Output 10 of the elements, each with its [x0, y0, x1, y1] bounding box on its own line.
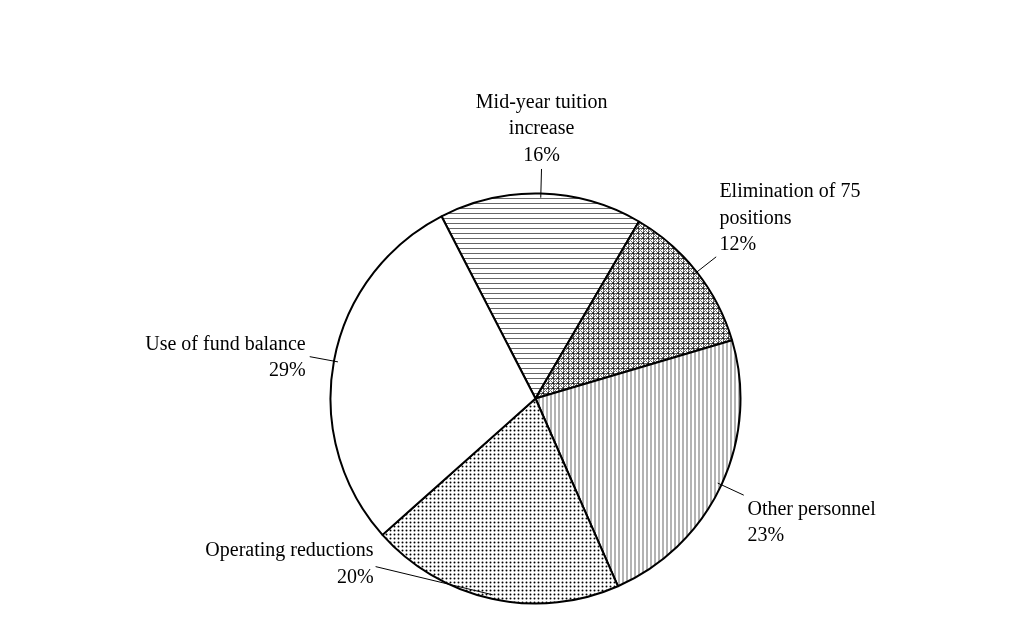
slice-label: Mid-year tuition increase	[475, 90, 608, 139]
data-label: 23%	[747, 523, 785, 546]
slice-label: Other personnel	[747, 496, 877, 520]
data-label: 29%	[269, 358, 306, 381]
data-label: 12%	[719, 232, 757, 255]
slice-label: Operating reductions	[205, 538, 374, 562]
data-label: 20%	[336, 564, 374, 587]
slice-label: Elimination of 75 positions	[719, 179, 861, 229]
slice-label: Use of fund balance	[145, 331, 306, 354]
data-label: 16%	[523, 142, 560, 165]
